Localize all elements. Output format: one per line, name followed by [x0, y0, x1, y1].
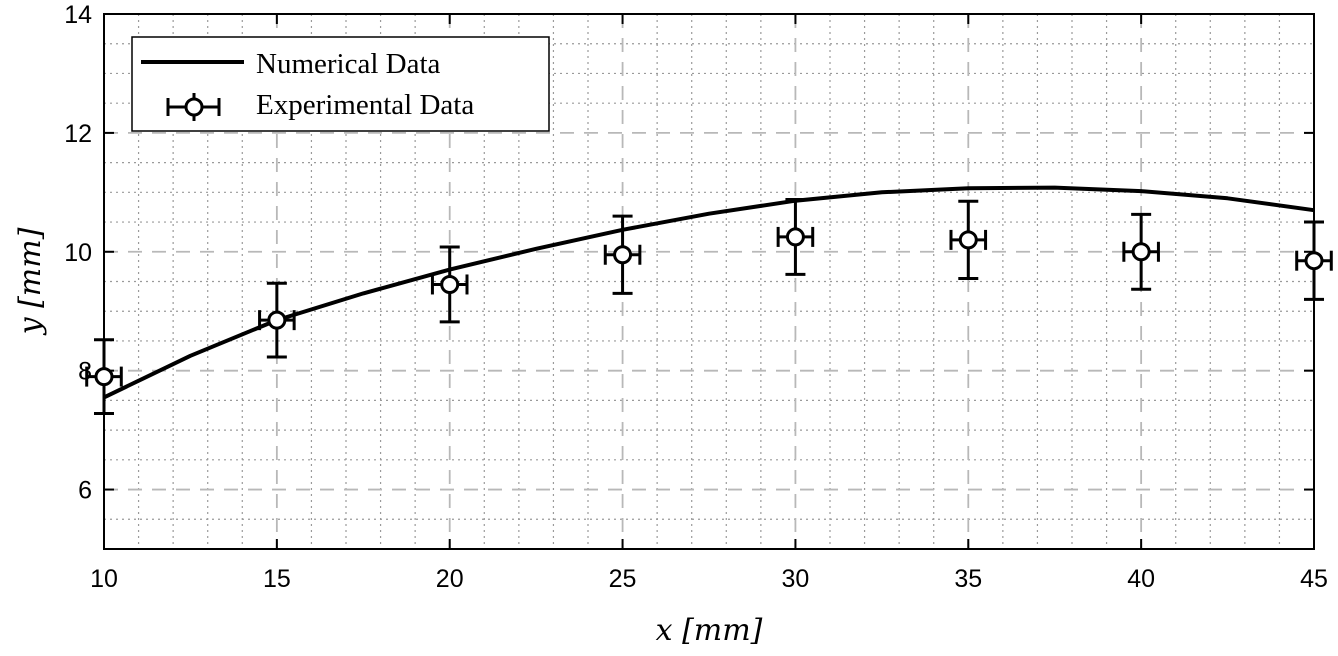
experimental-marker [1131, 242, 1151, 262]
x-tick-label: 40 [1127, 565, 1155, 593]
x-tick-label: 35 [954, 565, 982, 593]
experimental-marker [94, 367, 114, 387]
legend-marker-experimental [166, 93, 221, 121]
experimental-point [85, 338, 123, 415]
legend-label-experimental: Experimental Data [256, 89, 474, 121]
grid [104, 14, 1314, 549]
experimental-point [1122, 212, 1160, 291]
x-tick-label: 20 [436, 565, 464, 593]
experimental-marker [267, 310, 287, 330]
experimental-marker [785, 227, 805, 247]
y-tick-label: 10 [64, 239, 92, 267]
x-tick-label: 25 [609, 565, 637, 593]
experimental-marker [958, 230, 978, 250]
experimental-point [603, 214, 642, 295]
experimental-marker [1304, 251, 1324, 271]
x-tick-label: 45 [1300, 565, 1328, 593]
y-tick-label: 8 [78, 358, 92, 386]
legend-label-numerical: Numerical Data [256, 48, 441, 80]
experimental-point [776, 197, 815, 276]
y-tick-label: 6 [78, 477, 92, 505]
numerical-data-line [103, 185, 1315, 400]
y-tick-label: 12 [64, 120, 92, 148]
axis-ticks [103, 13, 1315, 549]
series [85, 185, 1333, 415]
experimental-marker [613, 245, 633, 265]
y-tick-label: 14 [64, 1, 92, 29]
experimental-point [258, 281, 296, 359]
x-tick-label: 10 [90, 565, 118, 593]
y-axis-label: y [mm] [13, 227, 48, 336]
x-tick-label: 15 [263, 565, 291, 593]
x-axis-label: x [mm] [656, 613, 763, 648]
legend: Numerical Data Experimental Data [131, 36, 550, 132]
experimental-point [430, 245, 469, 324]
tick-labels: 10 15 20 25 30 35 40 45 6 8 10 12 14 [64, 1, 1328, 593]
x-tick-label: 30 [782, 565, 810, 593]
experimental-point [1295, 220, 1333, 301]
experimental-point [949, 199, 988, 281]
experimental-marker [440, 274, 460, 294]
legend-box [131, 36, 550, 132]
